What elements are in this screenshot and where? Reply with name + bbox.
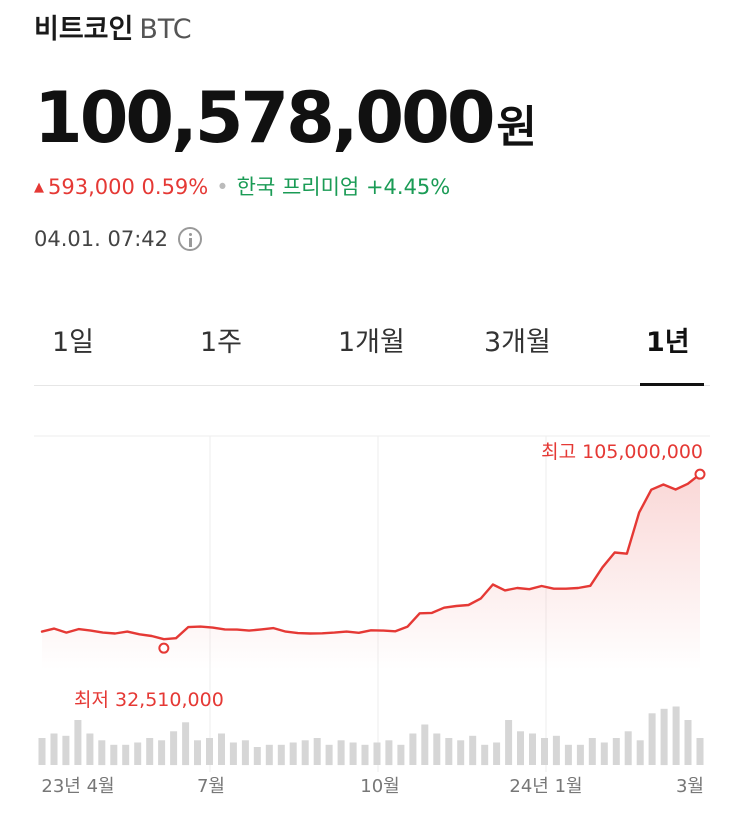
volume-bar [505, 720, 513, 765]
volume-bar [672, 706, 680, 765]
volume-bar [576, 744, 584, 766]
volume-bar [50, 733, 58, 765]
volume-bar [373, 742, 381, 765]
price-series-line [40, 473, 702, 641]
asset-title: 비트코인 BTC [34, 12, 192, 48]
volume-bar [541, 738, 548, 765]
high-point-marker [694, 468, 706, 480]
timestamp: 04.01. 07:42 [34, 227, 168, 251]
volume-bar [313, 738, 321, 765]
volume-bar [421, 724, 429, 765]
premium-label: 한국 프리미엄 [236, 175, 360, 199]
volume-bar [170, 731, 178, 766]
volume-bar [158, 740, 166, 766]
low-label: 최저 32,510,000 [74, 689, 224, 711]
volume-bar [206, 738, 213, 765]
low-point-marker [158, 642, 170, 654]
volume-bar [457, 740, 465, 766]
volume-bar [552, 735, 560, 766]
volume-bar [588, 738, 596, 765]
high-label: 최고 105,000,000 [541, 441, 703, 463]
change-row: ▲ 593,000 0.59% • 한국 프리미엄 +4.45% [34, 172, 450, 203]
price-display: 100,578,000원 [34, 76, 537, 179]
volume-bar [98, 740, 106, 766]
tab-1-month[interactable]: 1개월 [338, 327, 405, 358]
tab-1-day[interactable]: 1일 [52, 327, 95, 358]
volume-bar [241, 740, 249, 766]
volume-bar [253, 747, 261, 765]
volume-bar [74, 720, 82, 765]
current-price: 100,578,000 [34, 77, 496, 159]
volume-bar [469, 735, 477, 766]
volume-bar [481, 744, 489, 766]
volume-bar [337, 740, 345, 766]
info-icon[interactable] [178, 227, 202, 251]
x-tick-label: 7월 [197, 776, 225, 797]
volume-bar [600, 742, 608, 765]
volume-bar [409, 733, 417, 765]
change-percent: 0.59% [141, 175, 209, 199]
volume-bar [146, 738, 154, 765]
volume-bar [445, 738, 453, 765]
premium-value: +4.45% [365, 175, 451, 199]
x-tick-label: 23년 4월 [41, 776, 114, 797]
volume-bar [696, 738, 704, 765]
volume-bar [301, 740, 309, 766]
price-change: ▲ 593,000 0.59% [34, 175, 208, 199]
volume-bar [684, 720, 692, 765]
x-tick-label: 10월 [360, 776, 399, 797]
volume-bar [218, 733, 225, 765]
tab-1-week[interactable]: 1주 [200, 327, 243, 358]
volume-bar [493, 742, 501, 765]
volume-bar [289, 742, 297, 765]
volume-bar [86, 733, 94, 765]
volume-bar [182, 722, 190, 766]
volume-bar [612, 738, 620, 765]
x-tick-label: 24년 1월 [509, 776, 582, 797]
active-tab-indicator [640, 383, 704, 386]
volume-bar [277, 744, 285, 766]
asset-name: 비트코인 [34, 14, 134, 45]
volume-bar [38, 738, 46, 765]
volume-bar [624, 731, 632, 766]
volume-bar [122, 744, 130, 766]
volume-bar [529, 733, 536, 765]
volume-bar [517, 731, 524, 766]
volume-bar [194, 740, 201, 766]
volume-bar [433, 733, 441, 765]
volume-bar [265, 744, 273, 766]
volume-bar [660, 708, 668, 766]
timestamp-row: 04.01. 07:42 [34, 224, 202, 254]
up-arrow-icon: ▲ [34, 180, 44, 195]
volume-bar [110, 744, 118, 766]
x-tick-label: 3월 [676, 776, 704, 797]
tab-3-month[interactable]: 3개월 [484, 327, 551, 358]
volume-bar [385, 740, 393, 766]
volume-bar [62, 735, 70, 766]
separator-dot: • [216, 175, 229, 199]
price-unit: 원 [496, 102, 538, 153]
volume-bar [229, 742, 237, 765]
asset-symbol: BTC [139, 14, 192, 45]
volume-bar [648, 713, 656, 765]
korea-premium: 한국 프리미엄 +4.45% [237, 175, 451, 199]
price-area [42, 474, 700, 670]
volume-bar [564, 744, 572, 766]
volume-bar [325, 744, 333, 766]
tab-1-year[interactable]: 1년 [646, 327, 690, 358]
change-amount: 593,000 [48, 175, 135, 199]
volume-bar [349, 742, 357, 765]
volume-bar [134, 742, 142, 765]
volume-bar [361, 744, 369, 766]
volume-bar [397, 744, 405, 766]
volume-bar [636, 740, 644, 766]
period-tabs: 1일 1주 1개월 3개월 1년 [34, 315, 710, 386]
price-chart[interactable]: 최고 105,000,000 최저 32,510,000 23년 4월 7월 10월 24… [0, 400, 743, 810]
